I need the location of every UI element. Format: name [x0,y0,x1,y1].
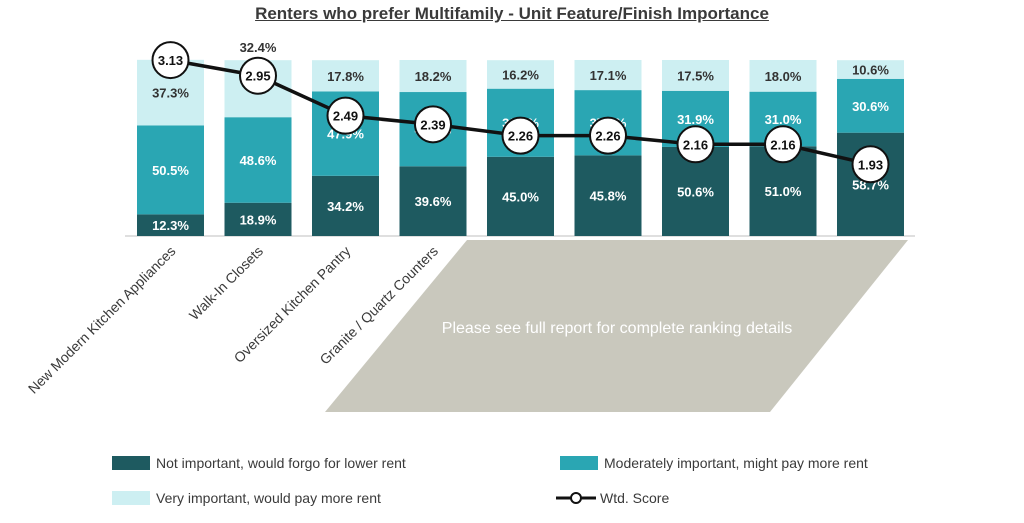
bar-segment [837,78,904,133]
legend-swatch-wtd-score [556,492,596,504]
bar-data-label: 17.8% [327,69,364,84]
legend-not-important: Not important, would forgo for lower ren… [112,455,406,471]
bar-data-label: 45.8% [590,189,627,204]
bar-segment [749,60,817,92]
wtd-score-marker [239,56,277,95]
legend-label-moderately-important: Moderately important, might pay more ren… [604,455,868,471]
report-overlay [325,240,908,412]
bar-data-label: 18.0% [765,69,802,84]
legend-swatch-not-important [112,456,150,470]
wtd-score-label: 3.13 [158,53,183,68]
overlay-text: Please see full report for complete rank… [442,320,792,337]
wtd-score-label: 2.49 [333,109,358,124]
category-label: Walk-In Closets [186,243,266,323]
bar-segment [137,125,204,215]
bar-data-label: 12.3% [152,218,189,233]
wtd-score-marker [501,116,540,155]
bar-data-label: 18.2% [415,69,452,84]
bar-segment [399,166,467,236]
bar-data-label: 17.1% [590,68,627,83]
bar-segment [399,60,467,93]
chart-title: Renters who prefer Multifamily - Unit Fe… [255,4,769,23]
wtd-score-label: 2.26 [595,129,620,144]
legend-label-not-important: Not important, would forgo for lower ren… [156,455,406,471]
bar-data-label: 50.5% [152,163,189,178]
bar-data-label: 10.6% [852,63,889,78]
legend-label-very-important: Very important, would pay more rent [156,490,381,506]
legend-wtd-score: Wtd. Score [556,490,669,506]
legend-swatch-moderately-important [560,456,598,470]
bar-data-label: 30.6% [852,99,889,114]
bar-data-label: 31.9% [677,112,714,127]
bar-data-label: 34.2% [327,199,364,214]
bar-segment [487,60,554,89]
wtd-score-label: 2.26 [508,129,533,144]
wtd-score-label: 2.16 [770,137,795,152]
wtd-score-marker [326,96,365,135]
bar-segment [574,60,642,91]
wtd-score-label: 1.93 [858,157,883,172]
bar-segment [487,156,554,236]
bar-data-label: 58.7% [852,177,889,192]
bar-segment [312,175,379,236]
bar-data-label: 51.0% [765,184,802,199]
bar-data-label: 39.6% [415,194,452,209]
category-label: New Modern Kitchen Appliances [25,243,179,397]
bar-data-label: 48.6% [240,153,277,168]
bar-data-label: 16.2% [502,67,539,82]
bar-data-label: 18.9% [240,212,277,227]
bar-segment [224,202,292,236]
wtd-score-label: 2.39 [420,117,445,132]
bar-segment [662,60,729,91]
bar-segment [837,60,904,79]
legend-label-wtd-score: Wtd. Score [600,490,670,506]
bar-data-label: 17.5% [677,68,714,83]
wtd-score-marker [851,145,890,184]
legend-swatch-very-important [112,491,150,505]
bar-data-label: 45.0% [502,189,539,204]
bar-segment [137,214,204,236]
bar-segment [312,60,379,92]
bar-data-label: 31.0% [765,112,802,127]
bar-data-label: 37.3% [152,86,189,101]
wtd-score-marker [676,125,715,164]
wtd-score-marker [414,105,452,144]
wtd-score-label: 2.16 [683,137,708,152]
wtd-score-label: 2.95 [245,69,270,84]
bar-data-label: 32.4% [240,40,277,55]
legend-moderately-important: Moderately important, might pay more ren… [560,455,868,471]
wtd-score-marker [151,41,190,80]
bar-data-label: 50.6% [677,184,714,199]
legend-very-important: Very important, would pay more rent [112,490,381,506]
wtd-score-marker [764,125,802,164]
wtd-score-marker [589,116,627,155]
bar-segment [224,117,292,203]
bar-segment [574,155,642,236]
